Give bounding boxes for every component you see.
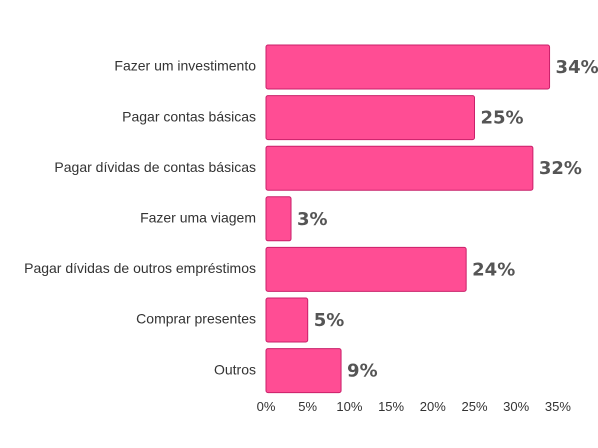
x-tick-label: 20% [420, 399, 446, 414]
category-label: Pagar dívidas de outros empréstimos [24, 260, 256, 276]
data-label: 25% [481, 108, 524, 129]
bar [265, 95, 475, 141]
category-label: Pagar contas básicas [122, 108, 256, 124]
x-tick-label: 15% [378, 399, 404, 414]
data-label: 34% [556, 57, 598, 78]
data-label: 9% [347, 361, 378, 382]
data-label: 3% [297, 209, 328, 230]
category-label: Fazer uma viagem [140, 210, 256, 226]
value-labels-group: 34% 25% 32% 3% 24% 5% 9% [297, 57, 598, 382]
x-tick-label: 30% [503, 399, 529, 414]
bar [265, 246, 467, 292]
category-label: Fazer um investimento [114, 58, 256, 74]
category-labels-group: Fazer um investimento Pagar contas básica… [24, 58, 256, 378]
category-label: Comprar presentes [136, 311, 256, 327]
bar [265, 44, 551, 90]
data-label: 32% [539, 158, 582, 179]
category-label: Pagar dívidas de contas básicas [54, 159, 256, 175]
bar [265, 348, 342, 394]
x-tick-label: 5% [298, 399, 317, 414]
x-tick-label: 0% [257, 399, 276, 414]
x-tick-label: 35% [545, 399, 571, 414]
x-tick-label: 25% [461, 399, 487, 414]
x-tick-label: 10% [336, 399, 362, 414]
bar [265, 196, 292, 242]
bar [265, 145, 534, 191]
category-label: Outros [214, 361, 256, 377]
data-label: 24% [472, 259, 515, 280]
data-label: 5% [314, 310, 345, 331]
bar [265, 297, 309, 343]
bars-group [265, 44, 551, 394]
x-axis-ticks-group: 0% 5% 10% 15% 20% 25% 30% 35% [257, 399, 572, 414]
